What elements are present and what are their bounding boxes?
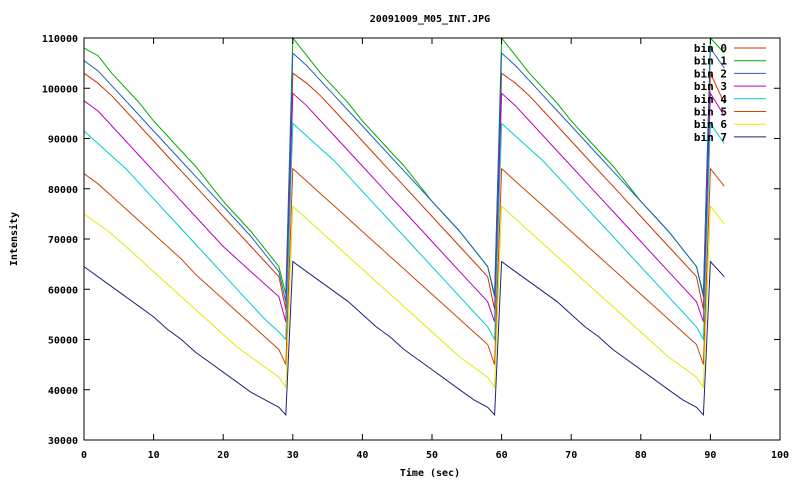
- chart-title: 20091009_M05_INT.JPG: [370, 14, 490, 25]
- y-tick-label: 30000: [48, 436, 78, 447]
- y-tick-label: 90000: [48, 135, 78, 146]
- legend-label: bin 6: [694, 118, 727, 131]
- x-tick-label: 70: [565, 450, 577, 461]
- series-line-bin-6: [83, 204, 725, 389]
- y-tick-label: 70000: [48, 235, 78, 246]
- y-tick-label: 40000: [48, 386, 78, 397]
- y-tick-label: 80000: [48, 185, 78, 196]
- series-line-bin-0: [83, 72, 725, 310]
- x-axis: 0 10 20 30 40 50 60 70 80 90 100: [81, 38, 789, 461]
- legend-label: bin 7: [694, 131, 727, 144]
- series-line-bin-4: [83, 121, 725, 342]
- x-tick-label: 30: [287, 450, 299, 461]
- x-tick-label: 60: [496, 450, 508, 461]
- x-tick-label: 40: [356, 450, 368, 461]
- legend-label: bin 3: [694, 80, 727, 93]
- legend-label: bin 1: [694, 55, 727, 68]
- x-tick-label: 0: [81, 450, 87, 461]
- series-line-bin-2: [83, 46, 725, 302]
- y-axis-label: Intensity: [8, 212, 20, 266]
- x-tick-label: 90: [704, 450, 716, 461]
- x-tick-label: 80: [635, 450, 647, 461]
- series-line-bin-7: [83, 260, 725, 417]
- y-axis: 30000 40000 50000 60000 70000 80000 90000 10000…: [42, 34, 780, 447]
- x-tick-label: 10: [148, 450, 160, 461]
- y-tick-label: 110000: [42, 34, 78, 45]
- y-tick-label: 50000: [48, 336, 78, 347]
- legend-label: bin 2: [694, 67, 727, 80]
- x-tick-label: 20: [217, 450, 229, 461]
- series-line-bin-1: [83, 36, 725, 295]
- legend-label: bin 5: [694, 106, 727, 119]
- x-axis-label: Time (sec): [400, 467, 460, 479]
- legend-label: bin 4: [694, 93, 727, 106]
- y-tick-label: 60000: [48, 285, 78, 296]
- series-layer: [83, 36, 725, 417]
- x-tick-label: 50: [426, 450, 438, 461]
- x-tick-label: 100: [771, 450, 789, 461]
- series-line-bin-5: [83, 167, 725, 365]
- y-tick-label: 100000: [42, 84, 78, 95]
- legend-label: bin 0: [694, 42, 727, 55]
- series-line-bin-3: [83, 91, 725, 323]
